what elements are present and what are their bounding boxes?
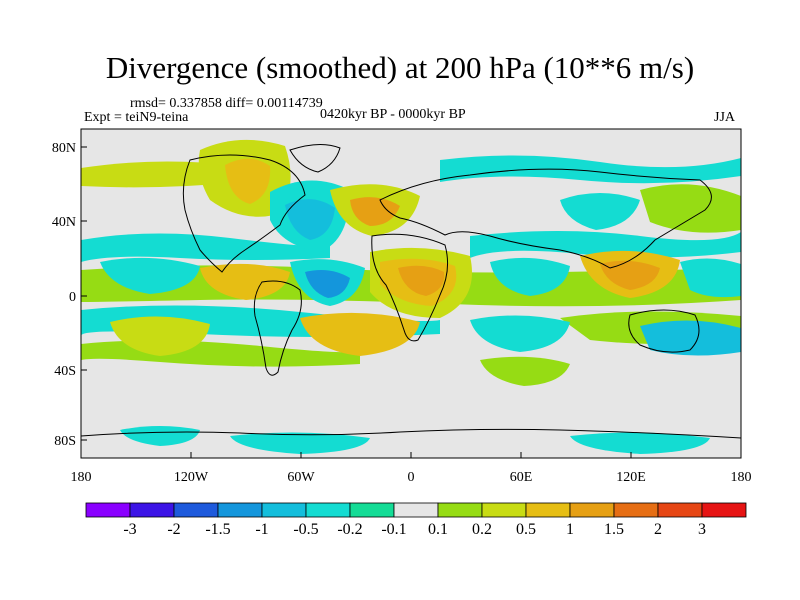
x-tick-label: 120W [174,470,209,485]
y-tick-label: 0 [69,290,76,305]
colorbar-swatch [481,502,527,518]
coastline-australia [628,309,700,353]
field-blob [300,312,420,356]
colorbar-label: 1.5 [604,521,624,538]
colorbar-swatch [613,502,659,518]
colorbar-swatch [569,502,615,518]
colorbar-label: -3 [123,521,136,538]
y-tick-label: 80S [54,434,76,449]
colorbar-swatch [701,502,747,518]
x-tick-label: 180 [731,470,752,485]
divergence-field [81,139,741,454]
coastlines [81,144,741,439]
field-blob [100,257,200,294]
colorbar-swatch [657,502,703,518]
colorbar-swatch [85,502,131,518]
colorbar-label: 3 [698,521,706,538]
colorbar-label: -0.1 [381,521,406,538]
field-band [81,233,330,262]
field-blob [305,270,350,298]
field-blob [230,432,370,454]
experiment-label: Expt = teiN9-teina [84,110,189,125]
colorbar-label: 0.1 [428,521,448,538]
colorbar-swatch [393,502,439,518]
colorbar-swatch [349,502,395,518]
field-blob [680,258,741,298]
field-band [470,231,741,258]
coastline-antarctica [81,428,741,439]
colorbar-swatch [217,502,263,518]
colorbar-label: 0.5 [516,521,536,538]
coastline-south-america [253,280,302,376]
y-tick-label: 40S [54,364,76,379]
colorbar-label: -0.5 [293,521,318,538]
y-tick-label: 40N [52,215,76,230]
coastline-africa [371,233,449,342]
field-blob [600,260,660,290]
colorbar-swatches [85,502,747,518]
colorbar-swatch [525,502,571,518]
colorbar-label: -1.5 [205,521,230,538]
colorbar-label: 2 [654,521,662,538]
field-blob [570,432,710,454]
colorbar-label: 1 [566,521,574,538]
colorbar-label: -0.2 [337,521,362,538]
colorbar-swatch [437,502,483,518]
field-blob [480,356,570,386]
field-blob [120,426,200,446]
colorbar-swatch [261,502,307,518]
colorbar-swatch [129,502,175,518]
field-band [440,155,741,184]
x-tick-label: 60E [510,470,533,485]
y-tick-label: 80N [52,141,76,156]
x-axis: 180 120W 60W 0 60E 120E 180 [71,452,752,485]
colorbar-labels: -3 -2 -1.5 -1 -0.5 -0.2 -0.1 0.1 0.2 0.5 1 1.5 2 3 [123,521,706,538]
colorbar-label: -1 [255,521,268,538]
colorbar-swatch [305,502,351,518]
field-blob [398,265,445,296]
x-tick-label: 180 [71,470,92,485]
field-blob [350,197,400,226]
field-blob [490,257,570,296]
x-tick-label: 60W [287,470,315,485]
field-blob [200,263,290,300]
field-blob [640,184,741,233]
colorbar: -3 -2 -1.5 -1 -0.5 -0.2 -0.1 0.1 0.2 0.5 1 1.5 2 3 [85,502,747,538]
colorbar-label: 0.2 [472,521,492,538]
field-blob [285,199,335,240]
season-label: JJA [714,110,736,125]
colorbar-label: -2 [167,521,180,538]
coastline-north-america [182,154,306,273]
y-axis: 80N 40N 0 40S 80S [52,141,87,449]
coastline-eurasia [379,168,712,269]
x-tick-label: 0 [408,470,415,485]
field-blob [225,158,271,204]
x-tick-label: 120E [616,470,646,485]
coastline-greenland [289,144,341,173]
colorbar-swatch [173,502,219,518]
field-blob [560,193,640,230]
stats-line: rmsd= 0.337858 diff= 0.00114739 [130,96,323,111]
field-blob [470,315,570,352]
field-blob [110,316,210,356]
period-label: 0420kyr BP - 0000kyr BP [320,107,466,122]
field-blob [640,320,741,356]
plot-title: Divergence (smoothed) at 200 hPa (10**6 … [105,50,695,85]
